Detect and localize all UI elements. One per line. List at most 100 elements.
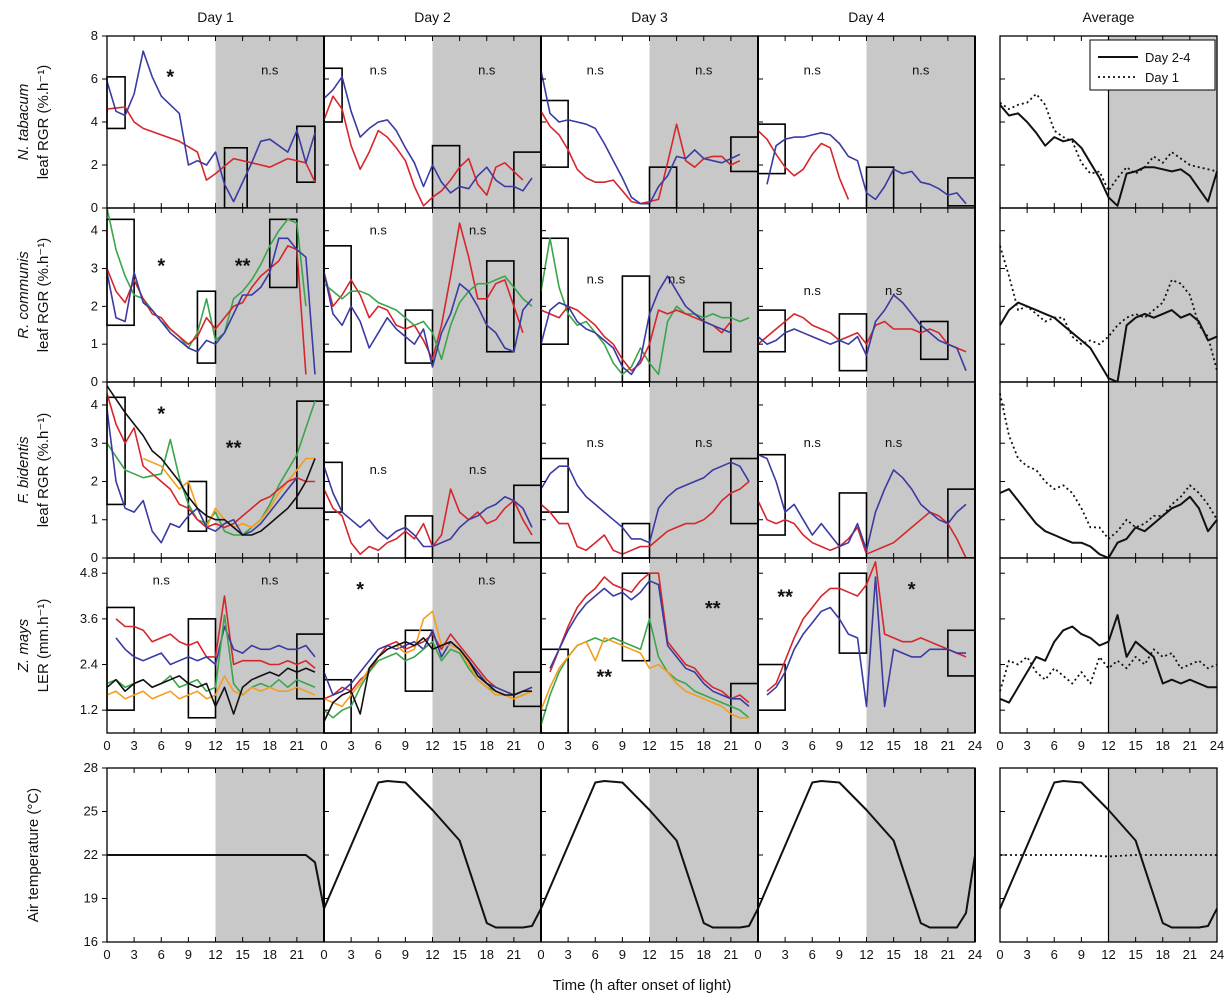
average-dotted-line <box>999 648 1218 692</box>
series-line-red <box>540 480 750 556</box>
x-tick-label: 15 <box>1128 738 1142 753</box>
legend-label: Day 1 <box>1145 70 1179 85</box>
y-tick-label: 6 <box>91 71 98 86</box>
panel-frame <box>999 767 1218 943</box>
average-solid-line <box>999 780 1218 929</box>
legend: Day 2-4 Day 1 <box>1089 39 1216 91</box>
series-line-red <box>540 110 741 205</box>
y-tick-label: 4 <box>91 397 98 412</box>
window-box <box>296 125 316 184</box>
dark-period-shading <box>432 768 541 942</box>
x-tick-label: 15 <box>886 947 900 962</box>
dark-period-shading <box>649 558 758 733</box>
x-tick-label: 3 <box>1024 947 1031 962</box>
x-tick-label: 0 <box>754 947 761 962</box>
x-tick-label: 12 <box>1101 738 1115 753</box>
dark-period-shading <box>215 36 324 208</box>
x-tick-label: 3 <box>565 947 572 962</box>
x-tick-label: 0 <box>320 947 327 962</box>
y-tick-label: 4 <box>91 223 98 238</box>
window-box <box>919 320 949 361</box>
window-box <box>106 396 126 506</box>
panel-row3-day3: ** ** <box>540 557 759 734</box>
window-box <box>106 76 126 130</box>
x-tick-label: 21 <box>941 738 955 753</box>
significance-label: n.s <box>587 272 605 287</box>
series-line-black <box>107 854 325 909</box>
x-tick-label: 3 <box>565 738 572 753</box>
y-tick-label: 16 <box>84 934 98 949</box>
series-line-red <box>757 313 967 353</box>
x-tick-label: 9 <box>185 947 192 962</box>
row-label-4: Air temperature (°C) <box>25 788 42 922</box>
x-tick-label: 3 <box>782 738 789 753</box>
x-tick-label: 9 <box>1078 738 1085 753</box>
significance-label: n.s <box>370 63 388 78</box>
x-tick-label: 18 <box>480 738 494 753</box>
significance-label: n.s <box>912 63 930 78</box>
panel-row2-day2: n.s n.s <box>323 381 542 559</box>
series-line-blue <box>106 237 316 375</box>
x-tick-label: 6 <box>1051 947 1058 962</box>
x-tick-label: 18 <box>263 947 277 962</box>
panel-row4-average <box>999 767 1218 943</box>
series-line-blue <box>766 576 966 708</box>
panel-row3-day2: * n.s <box>323 557 542 734</box>
y-tick-label: 2 <box>91 157 98 172</box>
legend-box <box>1089 39 1216 91</box>
x-tick-label: 0 <box>537 738 544 753</box>
significance-label: ** <box>705 598 721 620</box>
dark-period-shading <box>649 36 758 208</box>
x-tick-label: 12 <box>642 738 656 753</box>
panel-row4-day2 <box>323 767 542 943</box>
series-line-blue <box>323 76 533 194</box>
series-line-blue <box>549 579 750 708</box>
significance-label: * <box>908 579 916 601</box>
significance-label: n.s <box>804 63 822 78</box>
significance-label: * <box>356 579 364 601</box>
x-tick-label: 18 <box>480 947 494 962</box>
average-dotted-line <box>999 245 1218 371</box>
panel-row3-day1: n.s n.s <box>106 557 325 734</box>
significance-label: * <box>166 66 174 88</box>
x-tick-label: 18 <box>914 738 928 753</box>
x-tick-label: 24 <box>968 738 982 753</box>
panel-row0-day2: n.s n.s <box>323 35 542 209</box>
average-dotted-line <box>999 393 1218 540</box>
panel-row1-day1: * ** <box>106 207 325 383</box>
x-tick-label: 18 <box>697 738 711 753</box>
average-dotted-line <box>999 93 1218 192</box>
series-line-red <box>757 130 850 200</box>
series-line-green <box>540 237 750 376</box>
row-label-3: Z. mays LER (mm.h⁻¹) <box>15 599 52 693</box>
panel-row4-day1 <box>106 767 325 943</box>
panel-row2-day4: n.s n.s <box>757 381 976 559</box>
window-box <box>757 309 786 353</box>
series-line-blue <box>757 294 967 371</box>
dark-period-shading <box>215 382 324 558</box>
x-tick-label: 9 <box>402 738 409 753</box>
series-line-orange <box>540 637 749 719</box>
y-tick-label: 4.8 <box>80 565 98 580</box>
series-line-red <box>323 95 524 207</box>
significance-label: n.s <box>370 222 388 237</box>
x-tick-label: 18 <box>914 947 928 962</box>
significance-label: n.s <box>804 283 822 298</box>
x-tick-label: 3 <box>131 947 138 962</box>
window-box <box>196 290 217 364</box>
x-tick-label: 12 <box>425 947 439 962</box>
series-line-black <box>106 385 316 536</box>
row-label-2: F. bidentis leaf RGR (%.h⁻¹) <box>15 413 52 528</box>
series-line-black <box>323 637 532 722</box>
x-tick-label: 21 <box>290 738 304 753</box>
y-tick-label: 0 <box>91 550 98 565</box>
significance-label: * <box>157 255 165 277</box>
x-tick-label: 3 <box>1024 738 1031 753</box>
y-tick-label: 3.6 <box>80 611 98 626</box>
significance-label: n.s <box>695 435 713 450</box>
x-tick-label: 0 <box>996 947 1003 962</box>
average-solid-line <box>999 614 1217 704</box>
x-tick-label: 15 <box>452 947 466 962</box>
x-tick-label: 15 <box>669 947 683 962</box>
window-box <box>187 618 217 719</box>
